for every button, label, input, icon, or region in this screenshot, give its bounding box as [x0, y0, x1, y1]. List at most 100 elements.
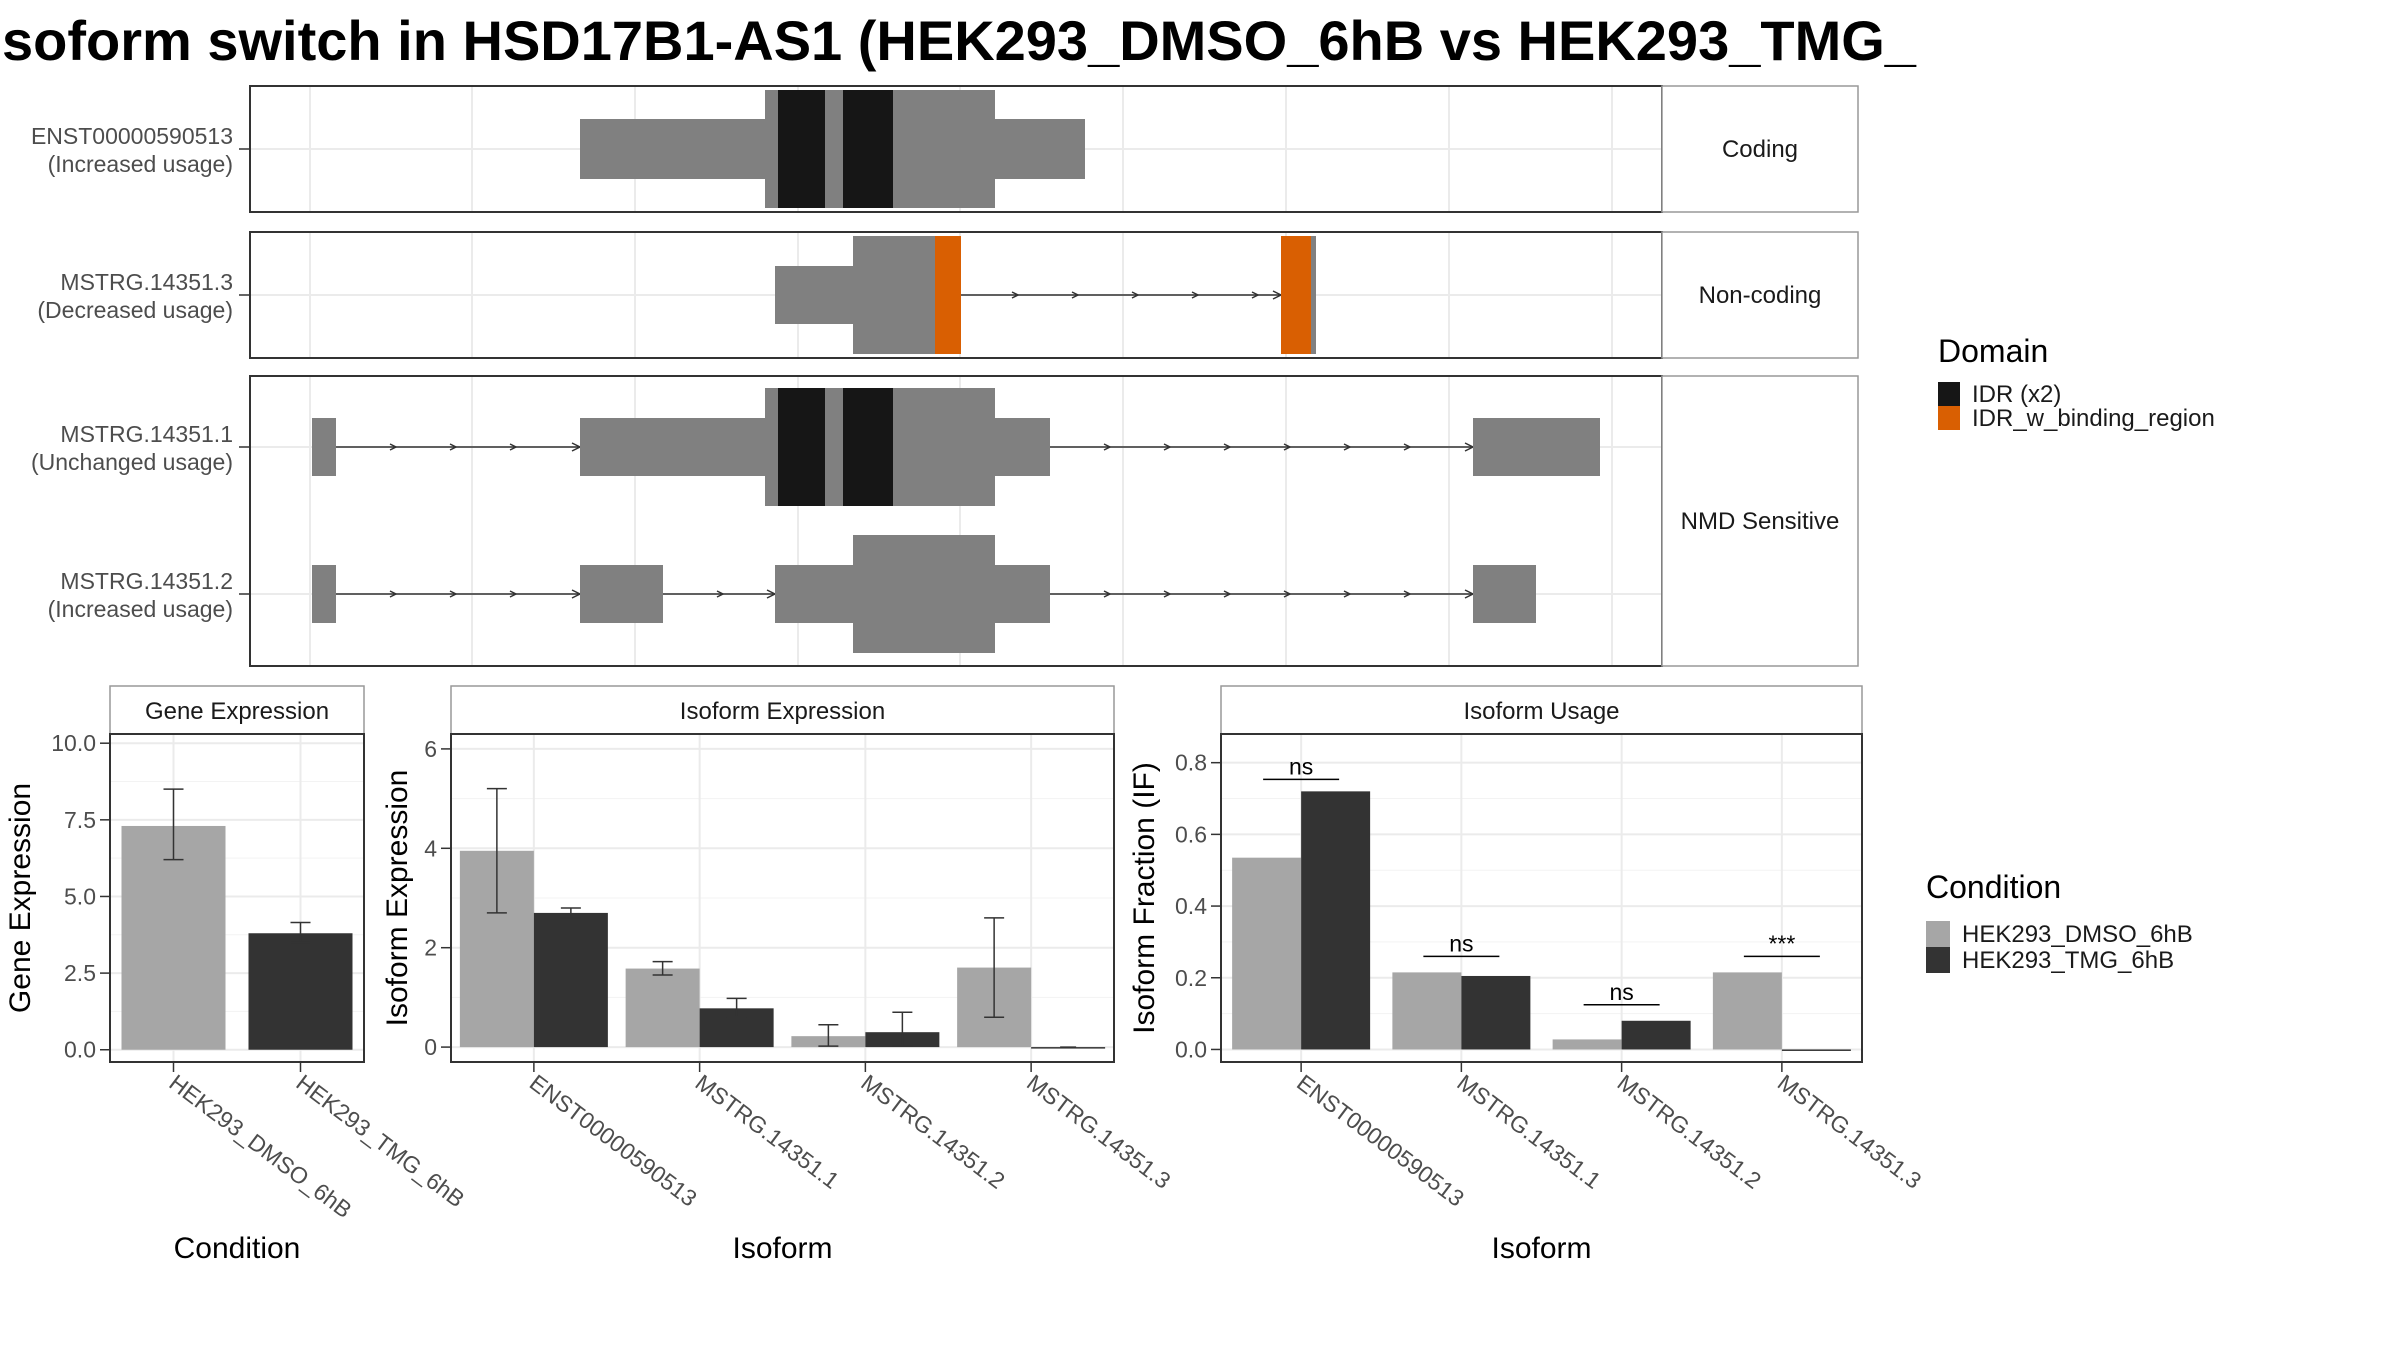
y-tick-label: 0.0: [64, 1037, 96, 1063]
x-tick-label: MSTRG.14351.2: [1613, 1069, 1766, 1194]
x-tick-label: ENST00000590513: [525, 1069, 702, 1211]
x-axis-title: Condition: [174, 1232, 301, 1265]
y-tick-label: 4: [424, 835, 437, 861]
y-tick-label: 10.0: [51, 730, 96, 756]
intron-arrow: [1131, 291, 1140, 299]
facet-strip: [1661, 375, 1859, 667]
bar: [248, 933, 353, 1050]
exon-block: [1473, 418, 1600, 476]
intron-arrow: [1191, 291, 1200, 299]
idr-binding-domain: [935, 236, 961, 354]
y-tick-label: 2.5: [64, 960, 96, 986]
idr-domain: [843, 90, 893, 208]
intron-arrow: [1103, 590, 1112, 598]
legend-label-0: IDR (x2): [1972, 381, 2061, 408]
intron-arrow: [509, 443, 518, 451]
intron-arrow: [1163, 590, 1172, 598]
significance-label: ***: [1768, 930, 1795, 956]
bar: [1712, 972, 1782, 1050]
isoform-model-1: [775, 236, 1316, 354]
domain-legend-title: Domain: [1938, 333, 2048, 369]
legend-key-1: [1938, 406, 1960, 430]
idr-domain: [778, 90, 825, 208]
isoform-id-label: MSTRG.14351.3: [60, 269, 233, 295]
intron-arrow: [1011, 291, 1020, 299]
legend-key-0: [1938, 382, 1960, 406]
exon-block: [995, 418, 1050, 476]
chart-title: Isoform Usage: [1463, 698, 1619, 725]
chart-strip: [450, 685, 1115, 735]
y-axis-title: Isoform Expression: [381, 770, 414, 1027]
figure-title: soform switch in HSD17B1-AS1 (HEK293_DMS…: [2, 9, 1917, 72]
significance-label: ns: [1609, 979, 1633, 1005]
intron-arrow: [509, 590, 518, 598]
y-tick-label: 0.8: [1175, 750, 1207, 776]
bar: [1621, 1020, 1691, 1050]
facet-strip-label: NMD Sensitive: [1681, 508, 1840, 535]
chart-title: Gene Expression: [145, 698, 329, 725]
domain-legend: Domain IDR (x2)IDR_w_binding_region: [1938, 333, 2215, 432]
condition-legend-title: Condition: [1926, 869, 2061, 905]
isoform-usage-label: (Increased usage): [48, 151, 233, 177]
significance-label: ns: [1449, 930, 1473, 956]
panel-border: [1220, 733, 1863, 1063]
intron-arrow: [1403, 443, 1412, 451]
chart-strip: [1220, 685, 1863, 735]
intron-arrow: [716, 590, 725, 598]
panel-border: [450, 733, 1115, 1063]
exon-block: [312, 418, 336, 476]
facet-strip: [1661, 85, 1859, 213]
chart-title: Isoform Expression: [680, 698, 885, 725]
intron-arrow: [1223, 443, 1232, 451]
exon-block: [995, 119, 1085, 179]
isoform-structure-panel: ENST00000590513(Increased usage)Coding MS…: [31, 85, 1859, 667]
bar: [1392, 972, 1462, 1050]
exon-block: [1473, 565, 1536, 623]
significance-label: ns: [1289, 753, 1313, 779]
intron-arrow: [389, 590, 398, 598]
isoform-id-label: ENST00000590513: [31, 123, 233, 149]
intron-arrow: [1223, 590, 1232, 598]
structure-facet-2: MSTRG.14351.1(Unchanged usage) MSTRG.1435…: [31, 375, 1859, 667]
idr-domain: [843, 388, 893, 506]
y-tick-label: 7.5: [64, 807, 96, 833]
isoform-model-0: [580, 90, 1085, 208]
facet-strip-label: Non-coding: [1699, 282, 1822, 309]
y-tick-label: 0.2: [1175, 965, 1207, 991]
y-tick-label: 0.4: [1175, 893, 1207, 919]
exon-block: [580, 119, 765, 179]
bar: [1461, 975, 1531, 1050]
intron-arrow: [1103, 443, 1112, 451]
intron-arrow: [1343, 443, 1352, 451]
x-axis-title: Isoform: [732, 1232, 832, 1265]
isoform-model-3: [312, 535, 1536, 653]
bar: [533, 912, 608, 1048]
idr-binding-domain: [1281, 236, 1311, 354]
isoform-id-label: MSTRG.14351.2: [60, 568, 233, 594]
isoform-usage-label: (Increased usage): [48, 596, 233, 622]
exon-block: [775, 266, 853, 324]
structure-facet-0: ENST00000590513(Increased usage) Coding: [31, 85, 1859, 213]
intron-arrow: [449, 443, 458, 451]
y-tick-label: 0.0: [1175, 1036, 1207, 1062]
exon-block: [853, 535, 995, 653]
isoform-expression-chart: Isoform Expression0246ENST00000590513MST…: [381, 685, 1176, 1265]
x-tick-label: MSTRG.14351.3: [1022, 1069, 1175, 1194]
exon-block: [580, 565, 663, 623]
x-axis-title: Isoform: [1491, 1232, 1591, 1265]
isoform-usage-label: (Unchanged usage): [31, 449, 233, 475]
intron-arrow: [449, 590, 458, 598]
y-tick-label: 0: [424, 1034, 437, 1060]
bar: [1301, 791, 1371, 1050]
intron-arrow: [389, 443, 398, 451]
bar: [121, 825, 226, 1050]
legend-label-0: HEK293_DMSO_6hB: [1962, 921, 2193, 948]
y-tick-label: 0.6: [1175, 821, 1207, 847]
intron-arrow: [1251, 291, 1260, 299]
x-tick-label: MSTRG.14351.2: [856, 1069, 1009, 1194]
intron-arrow: [1403, 590, 1412, 598]
isoform-id-label: MSTRG.14351.1: [60, 421, 233, 447]
isoform-model-2: [312, 388, 1600, 506]
